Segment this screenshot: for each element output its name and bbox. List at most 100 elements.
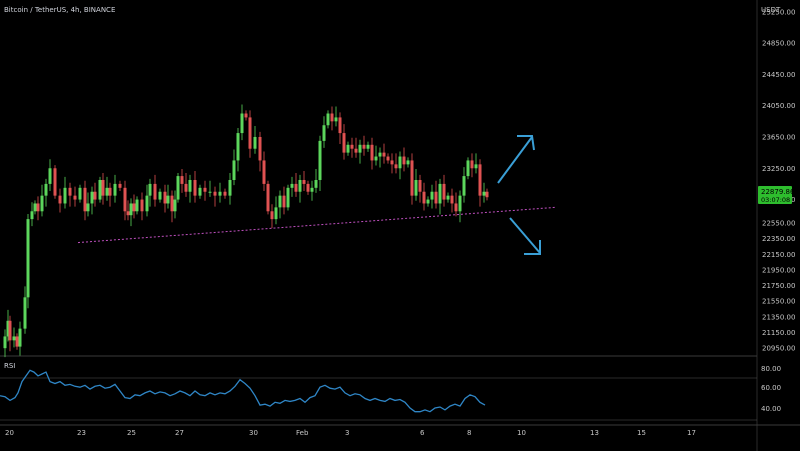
candle-body: [240, 113, 244, 134]
candle-body: [310, 187, 314, 192]
candle-body: [466, 160, 470, 177]
candle-body: [430, 191, 434, 200]
price-tick-label: 21550.00: [762, 298, 795, 306]
candle-body: [390, 160, 394, 165]
candle-body: [63, 187, 67, 204]
candle-body: [358, 144, 362, 153]
candle-body: [33, 203, 37, 212]
candle-body: [362, 144, 366, 149]
candle-body: [93, 191, 97, 200]
candle-body: [90, 191, 94, 204]
candle-body: [342, 133, 346, 153]
candle-body: [145, 195, 149, 212]
candle-body: [15, 336, 19, 347]
price-tick-label: 23250.00: [762, 165, 795, 173]
candle-body: [213, 191, 217, 196]
candle-body: [208, 191, 212, 193]
candle-body: [306, 183, 310, 192]
time-tick-label: 10: [517, 429, 526, 437]
candle-body: [203, 187, 207, 192]
time-tick-label: 23: [77, 429, 86, 437]
time-tick-label: 8: [467, 429, 471, 437]
candle-body: [438, 183, 442, 204]
candle-body: [442, 183, 446, 200]
time-tick-label: 27: [175, 429, 184, 437]
arrow-up-icon[interactable]: [497, 135, 535, 184]
candle-body: [266, 183, 270, 212]
candle-body: [228, 180, 232, 196]
candle-body: [410, 160, 414, 196]
currency-label: USDT: [761, 6, 781, 14]
candle-body: [294, 183, 298, 192]
price-tick-label: 24850.00: [762, 40, 795, 48]
candle-body: [318, 140, 322, 180]
rsi-level-80: 80.00: [761, 365, 781, 373]
candle-body: [12, 336, 16, 341]
candle-body: [48, 168, 52, 184]
candle-body: [108, 187, 112, 196]
candle-body: [450, 195, 454, 204]
candle-body: [474, 164, 478, 169]
candle-body: [462, 176, 466, 196]
candle-body: [6, 320, 10, 337]
candle-body: [184, 183, 188, 192]
candle-body: [126, 211, 130, 216]
candle-body: [140, 199, 144, 212]
candle-body: [105, 187, 109, 196]
candle-body: [434, 191, 438, 204]
candle-body: [253, 136, 257, 149]
price-tick-label: 23650.00: [762, 133, 795, 141]
time-tick-label: 20: [5, 429, 14, 437]
candle-body: [274, 207, 278, 220]
candle-body: [270, 211, 274, 220]
price-tick-label: 22150.00: [762, 251, 795, 259]
candle-body: [330, 113, 334, 122]
arrow-down-icon[interactable]: [509, 217, 541, 255]
candle-body: [262, 160, 266, 184]
candle-body: [180, 176, 184, 184]
candle-body: [30, 211, 34, 220]
candle-body: [198, 187, 202, 196]
candle-body: [58, 195, 62, 204]
candle-body: [282, 195, 286, 208]
candle-body: [382, 152, 386, 157]
price-tick-label: 22350.00: [762, 235, 795, 243]
candle-body: [485, 191, 489, 198]
candle-body: [163, 191, 167, 204]
candle-body: [302, 180, 306, 184]
time-tick-label: 13: [590, 429, 599, 437]
candle-body: [334, 117, 338, 122]
time-tick-label: 25: [127, 429, 136, 437]
candle-body: [406, 160, 410, 165]
candle-body: [454, 203, 458, 212]
candle-body: [36, 203, 40, 212]
candle-body: [236, 133, 240, 161]
candle-body: [18, 328, 22, 347]
candle-body: [232, 160, 236, 180]
candle-body: [350, 144, 354, 149]
candle-body: [422, 191, 426, 204]
candle-body: [158, 191, 162, 200]
candle-body: [101, 180, 105, 196]
candle-body: [218, 191, 222, 196]
time-axis: 20 23 25 27 30 Feb 3 6 8 10 13 15 17: [5, 429, 696, 437]
candle-body: [53, 168, 57, 196]
candle-body: [244, 113, 248, 118]
candle-body: [176, 176, 180, 200]
candle-body: [148, 183, 152, 196]
candle-body: [314, 180, 318, 188]
candle-body: [170, 195, 174, 212]
price-tick-label: 24050.00: [762, 102, 795, 110]
candle-body: [113, 183, 117, 196]
candle-body: [3, 336, 7, 349]
candle-body: [248, 117, 252, 149]
candle-body: [86, 203, 90, 212]
candle-body: [73, 195, 77, 200]
candle-body: [98, 180, 102, 200]
candle-body: [378, 152, 382, 157]
candle-body: [374, 156, 378, 161]
time-tick-label: 15: [637, 429, 646, 437]
price-countdown: 03:07:08: [761, 196, 790, 204]
candle-body: [135, 199, 139, 212]
